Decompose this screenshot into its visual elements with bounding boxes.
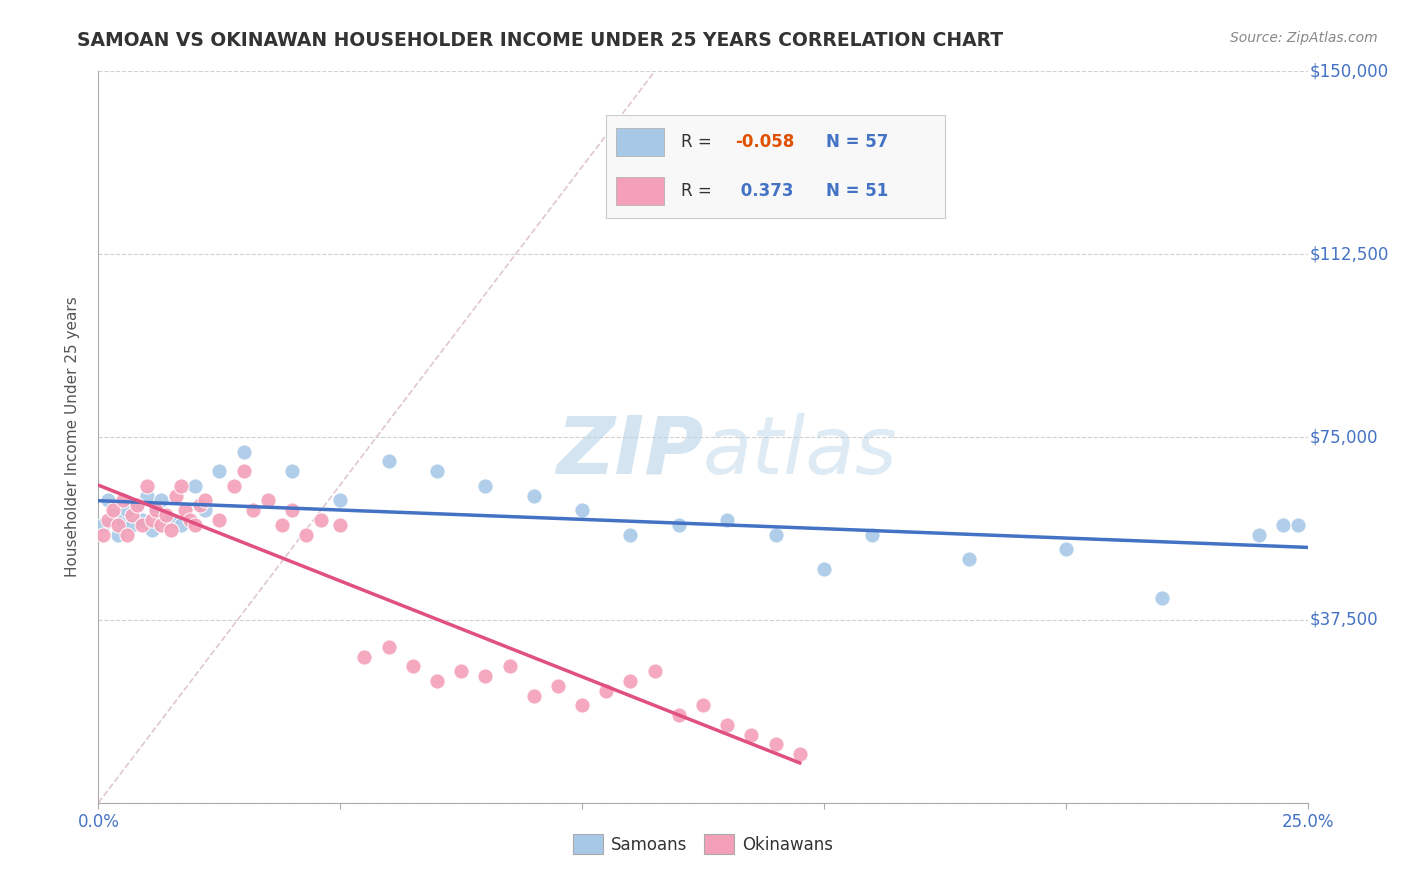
Point [309,513,332,527]
Point [97,493,120,508]
Text: Source: ZipAtlas.com: Source: ZipAtlas.com [1230,31,1378,45]
Point [813,562,835,576]
Point [692,698,714,713]
Point [789,747,811,761]
Point [281,464,304,478]
Point [619,673,641,688]
Point [141,513,163,527]
Point [281,503,304,517]
Point [1249,527,1271,541]
Point [1152,591,1174,605]
Point [145,503,167,517]
Point [141,523,163,537]
Point [127,499,149,513]
Text: ZIP: ZIP [555,413,703,491]
Point [377,454,399,468]
Point [121,517,143,532]
Point [208,513,231,527]
Point [194,503,217,517]
Point [160,513,183,527]
Point [150,517,173,532]
Text: $37,500: $37,500 [1310,611,1379,629]
Text: SAMOAN VS OKINAWAN HOUSEHOLDER INCOME UNDER 25 YEARS CORRELATION CHART: SAMOAN VS OKINAWAN HOUSEHOLDER INCOME UN… [77,31,1004,50]
Point [353,649,375,664]
Point [450,664,472,678]
Point [716,718,738,732]
Point [91,527,114,541]
Text: $75,000: $75,000 [1310,428,1378,446]
Point [402,659,425,673]
Point [547,679,569,693]
Point [644,664,666,678]
Point [571,698,593,713]
Point [1054,542,1077,557]
Point [498,659,520,673]
Point [131,517,153,532]
Point [595,683,617,698]
Point [668,708,690,723]
Point [111,513,134,527]
Point [474,479,496,493]
Point [91,517,114,532]
Text: $150,000: $150,000 [1310,62,1389,80]
Point [668,517,690,532]
Legend: Samoans, Okinawans: Samoans, Okinawans [567,828,839,860]
Point [194,493,217,508]
Point [127,499,149,513]
Point [107,517,129,532]
Point [523,689,546,703]
Point [135,479,157,493]
Point [426,673,449,688]
Point [135,489,157,503]
Point [121,508,143,522]
Point [957,552,980,566]
Point [242,503,264,517]
Point [174,503,197,517]
Point [131,513,153,527]
Point [1286,517,1309,532]
Point [232,464,254,478]
Point [716,513,738,527]
Point [1272,517,1295,532]
Point [222,479,245,493]
Point [474,669,496,683]
Point [619,527,641,541]
Point [184,517,207,532]
Point [145,503,167,517]
Point [155,508,177,522]
Point [179,513,201,527]
Point [426,464,449,478]
Point [256,493,278,508]
Point [765,737,787,751]
Point [150,493,173,508]
Point [188,499,211,513]
Point [377,640,399,654]
Point [107,527,129,541]
Point [101,503,124,517]
Y-axis label: Householder Income Under 25 years: Householder Income Under 25 years [65,297,80,577]
Point [740,727,762,741]
Point [523,489,546,503]
Point [208,464,231,478]
Point [101,508,124,522]
Point [117,503,139,517]
Point [169,479,191,493]
Point [117,527,139,541]
Point [111,493,134,508]
Text: atlas: atlas [703,413,898,491]
Point [271,517,294,532]
Point [765,527,787,541]
Point [329,517,352,532]
Point [860,527,883,541]
Point [232,444,254,458]
Point [97,513,120,527]
Point [169,517,191,532]
Point [295,527,318,541]
Point [571,503,593,517]
Point [165,489,187,503]
Text: $112,500: $112,500 [1310,245,1389,263]
Point [329,493,352,508]
Point [184,479,207,493]
Point [160,523,183,537]
